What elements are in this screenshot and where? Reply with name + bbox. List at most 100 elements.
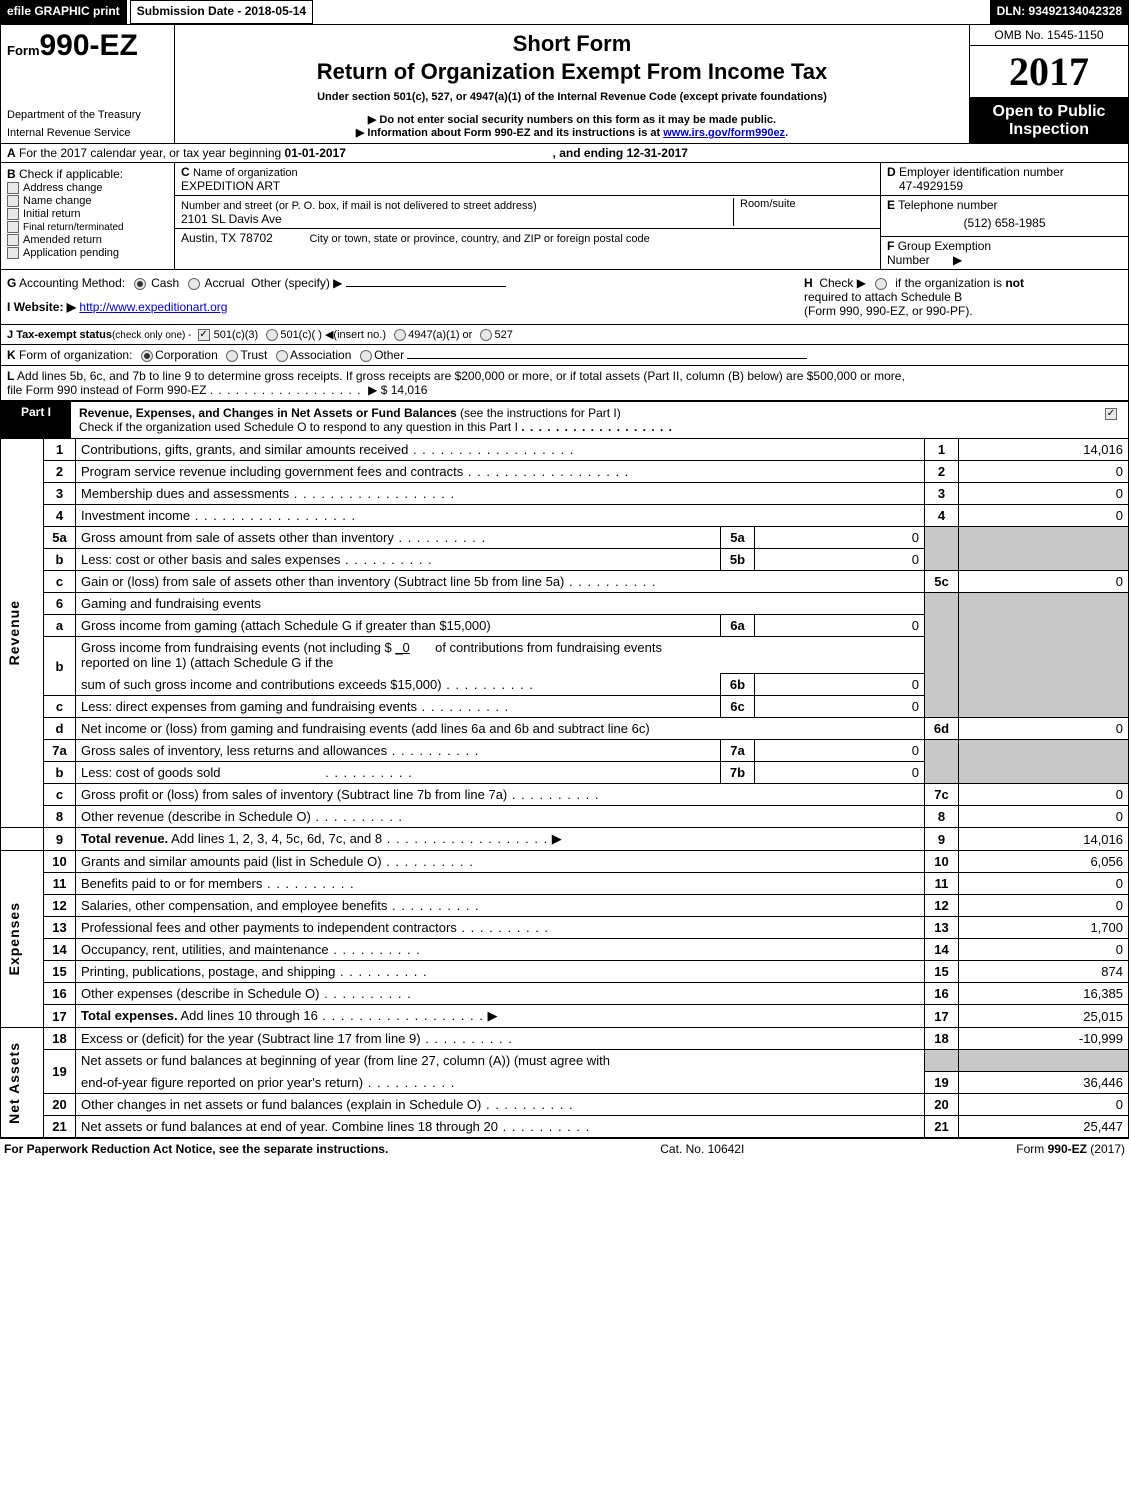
side-revenue: Revenue [1, 439, 44, 828]
other-specify-line[interactable] [346, 286, 506, 287]
radio-527[interactable] [480, 329, 492, 341]
l-arrow-icon: ▶ [368, 383, 377, 397]
h-not: not [1005, 276, 1024, 290]
l18-num: 18 [925, 1028, 959, 1050]
l6c-desc: Less: direct expenses from gaming and fu… [76, 696, 721, 718]
l20-desc: Other changes in net assets or fund bala… [76, 1094, 925, 1116]
footer: For Paperwork Reduction Act Notice, see … [0, 1138, 1129, 1159]
other-org-line[interactable] [407, 358, 807, 359]
l6-grey-num [925, 593, 959, 718]
lbl-application-pending: Application pending [23, 247, 119, 259]
label-i: I [7, 300, 10, 314]
l15-num: 15 [925, 961, 959, 983]
l6c-sub: 6c [721, 696, 755, 718]
lbl-insert-no: ◀(insert no.) [325, 329, 386, 341]
col-cde: C Name of organization EXPEDITION ART Nu… [175, 163, 880, 269]
footer-left: For Paperwork Reduction Act Notice, see … [4, 1142, 388, 1156]
l20-no: 20 [44, 1094, 76, 1116]
part1-subtitle: Check if the organization used Schedule … [79, 420, 518, 434]
lbl-final-return: Final return/terminated [23, 222, 124, 233]
radio-4947[interactable] [394, 329, 406, 341]
chk-address-change[interactable] [7, 182, 19, 194]
label-b: B [7, 167, 16, 181]
lbl-name-change: Name change [23, 195, 92, 207]
chk-name-change[interactable] [7, 195, 19, 207]
chk-schedule-o[interactable] [1105, 408, 1117, 420]
form-header: Form990-EZ Department of the Treasury In… [0, 24, 1129, 144]
radio-h-check[interactable] [875, 278, 887, 290]
website-link[interactable]: http://www.expeditionart.org [79, 300, 227, 314]
l-text1: Add lines 5b, 6c, and 7b to line 9 to de… [17, 369, 905, 383]
l12-num: 12 [925, 895, 959, 917]
chk-amended-return[interactable] [7, 234, 19, 246]
l1-val: 14,016 [959, 439, 1129, 461]
l6d-val: 0 [959, 718, 1129, 740]
l2-no: 2 [44, 461, 76, 483]
part1-header: Part I Revenue, Expenses, and Changes in… [0, 401, 1129, 438]
part1-title: Revenue, Expenses, and Changes in Net As… [71, 401, 1098, 438]
l7b-no: b [44, 762, 76, 784]
l20-num: 20 [925, 1094, 959, 1116]
radio-accrual[interactable] [188, 278, 200, 290]
l14-no: 14 [44, 939, 76, 961]
side-revenue-text: Revenue [6, 600, 22, 665]
dln-badge: DLN: 93492134042328 [990, 0, 1129, 24]
h-check-text: Check ▶ [819, 276, 866, 290]
radio-trust[interactable] [226, 350, 238, 362]
l17-val: 25,015 [959, 1005, 1129, 1028]
l11-desc: Benefits paid to or for members [76, 873, 925, 895]
row-a-text1: For the 2017 calendar year, or tax year … [19, 146, 285, 160]
l6a-subval: 0 [755, 615, 925, 637]
website-label: Website: ▶ [14, 300, 76, 314]
label-f: F [887, 239, 894, 253]
l18-desc: Excess or (deficit) for the year (Subtra… [76, 1028, 925, 1050]
form990ez-link[interactable]: www.irs.gov/form990ez [663, 127, 785, 139]
l6-no: 6 [44, 593, 76, 615]
chk-501c3[interactable] [198, 329, 210, 341]
chk-application-pending[interactable] [7, 247, 19, 259]
radio-501c[interactable] [266, 329, 278, 341]
side-netassets: Net Assets [1, 1028, 44, 1138]
l14-desc: Occupancy, rent, utilities, and maintena… [76, 939, 925, 961]
title-short-form: Short Form [183, 31, 961, 57]
group-arrow-icon: ▶ [933, 253, 962, 267]
l7ab-grey-num [925, 740, 959, 784]
l12-desc: Salaries, other compensation, and employ… [76, 895, 925, 917]
l10-num: 10 [925, 851, 959, 873]
header-right: OMB No. 1545-1150 2017 Open to Public In… [970, 25, 1128, 143]
l5a-desc: Gross amount from sale of assets other t… [76, 527, 721, 549]
box-d-ein: D Employer identification number 47-4929… [881, 163, 1128, 196]
row-g: G Accounting Method: Cash Accrual Other … [1, 270, 798, 324]
box-f-group: F Group Exemption Number ▶ [881, 237, 1128, 269]
radio-association[interactable] [276, 350, 288, 362]
l7c-num: 7c [925, 784, 959, 806]
label-g: G [7, 276, 16, 290]
l7c-no: c [44, 784, 76, 806]
lbl-accrual: Accrual [204, 276, 244, 290]
row-a-text2: , and ending [553, 146, 627, 160]
l8-no: 8 [44, 806, 76, 828]
l7ab-grey-val [959, 740, 1129, 784]
chk-initial-return[interactable] [7, 208, 19, 220]
l11-val: 0 [959, 873, 1129, 895]
phone-label: Telephone number [898, 198, 997, 212]
radio-other-org[interactable] [360, 350, 372, 362]
l6d-desc: Net income or (loss) from gaming and fun… [76, 718, 925, 740]
l7c-desc: Gross profit or (loss) from sales of inv… [76, 784, 925, 806]
l16-desc: Other expenses (describe in Schedule O) [76, 983, 925, 1005]
form-of-org-label: Form of organization: [19, 348, 132, 362]
row-k: K Form of organization: Corporation Trus… [0, 345, 1129, 366]
form-prefix: Form [7, 43, 40, 58]
l6d-no: d [44, 718, 76, 740]
l-dots [210, 383, 362, 397]
l11-no: 11 [44, 873, 76, 895]
l6-desc: Gaming and fundraising events [76, 593, 925, 615]
radio-corporation[interactable] [141, 350, 153, 362]
l21-desc: Net assets or fund balances at end of ye… [76, 1116, 925, 1138]
radio-cash[interactable] [134, 278, 146, 290]
bullet-info-prefix: ▶ Information about Form 990-EZ and its … [356, 127, 663, 139]
bullet-ssn: ▶ Do not enter social security numbers o… [183, 113, 961, 126]
part1-table: Revenue 1 Contributions, gifts, grants, … [0, 438, 1129, 1138]
l6b-desc2: of contributions from fundraising events [435, 640, 662, 655]
chk-final-return[interactable] [7, 221, 19, 233]
